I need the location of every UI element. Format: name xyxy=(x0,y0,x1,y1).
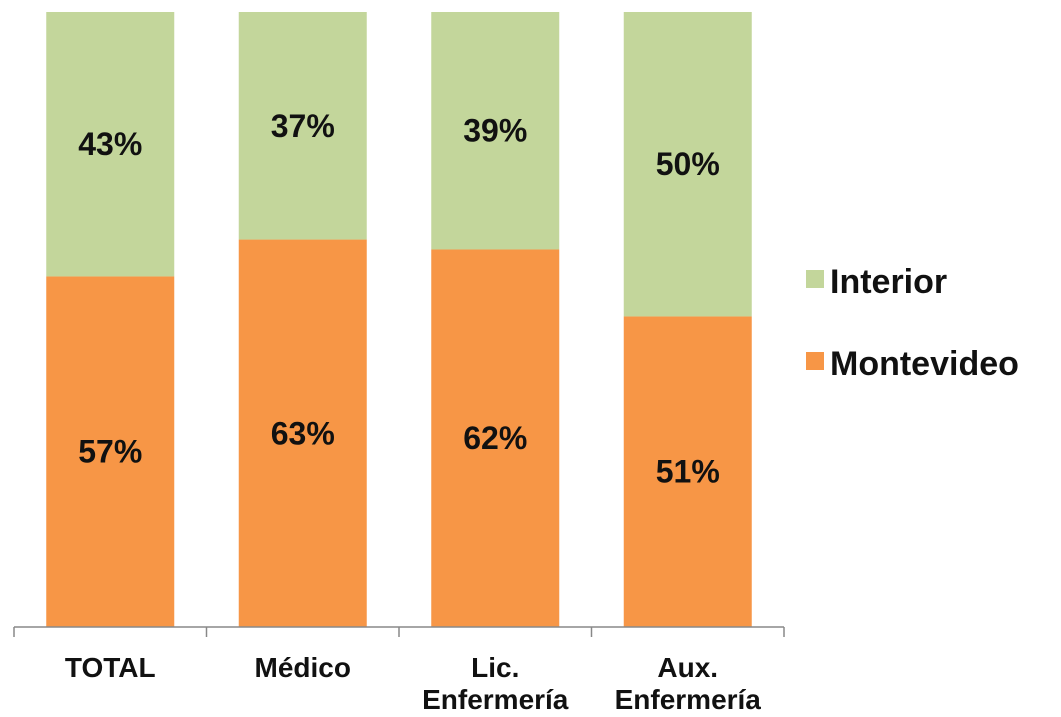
bars-layer: 57% 43% 63% 37% 62% 39% 51% 50% xyxy=(46,12,752,628)
data-label-montevideo-1: 63% xyxy=(271,415,335,451)
category-label-3-line-1: Enfermería xyxy=(615,684,762,715)
data-label-montevideo-3: 51% xyxy=(656,454,720,490)
bar-segment-interior-1 xyxy=(238,12,367,240)
bar-segment-interior-3 xyxy=(623,12,752,317)
category-label-2-line-0: Lic. xyxy=(471,652,519,683)
data-label-interior-3: 50% xyxy=(656,146,720,182)
bar-segment-interior-2 xyxy=(431,12,560,250)
category-label-0: TOTAL xyxy=(65,652,156,683)
bar-segment-montevideo-2 xyxy=(431,249,560,627)
category-label-2-line-1: Enfermería xyxy=(422,684,569,715)
x-axis xyxy=(13,626,785,637)
legend-swatch-montevideo xyxy=(806,352,824,370)
data-label-montevideo-2: 62% xyxy=(463,420,527,456)
legend-label-interior: Interior xyxy=(830,263,947,301)
data-label-montevideo-0: 57% xyxy=(78,434,142,470)
data-label-interior-1: 37% xyxy=(271,108,335,144)
data-label-interior-0: 43% xyxy=(78,126,142,162)
bar-segment-montevideo-0 xyxy=(46,276,175,627)
legend: Interior Montevideo xyxy=(806,263,1019,383)
data-label-interior-2: 39% xyxy=(463,113,527,149)
category-label-1: Médico xyxy=(255,652,351,683)
category-label-3-line-0: Aux. xyxy=(657,652,718,683)
legend-swatch-interior xyxy=(806,270,824,288)
legend-label-montevideo: Montevideo xyxy=(830,345,1019,383)
bar-segment-interior-0 xyxy=(46,12,175,277)
bar-segment-montevideo-1 xyxy=(238,239,367,628)
bar-segment-montevideo-3 xyxy=(623,316,752,627)
